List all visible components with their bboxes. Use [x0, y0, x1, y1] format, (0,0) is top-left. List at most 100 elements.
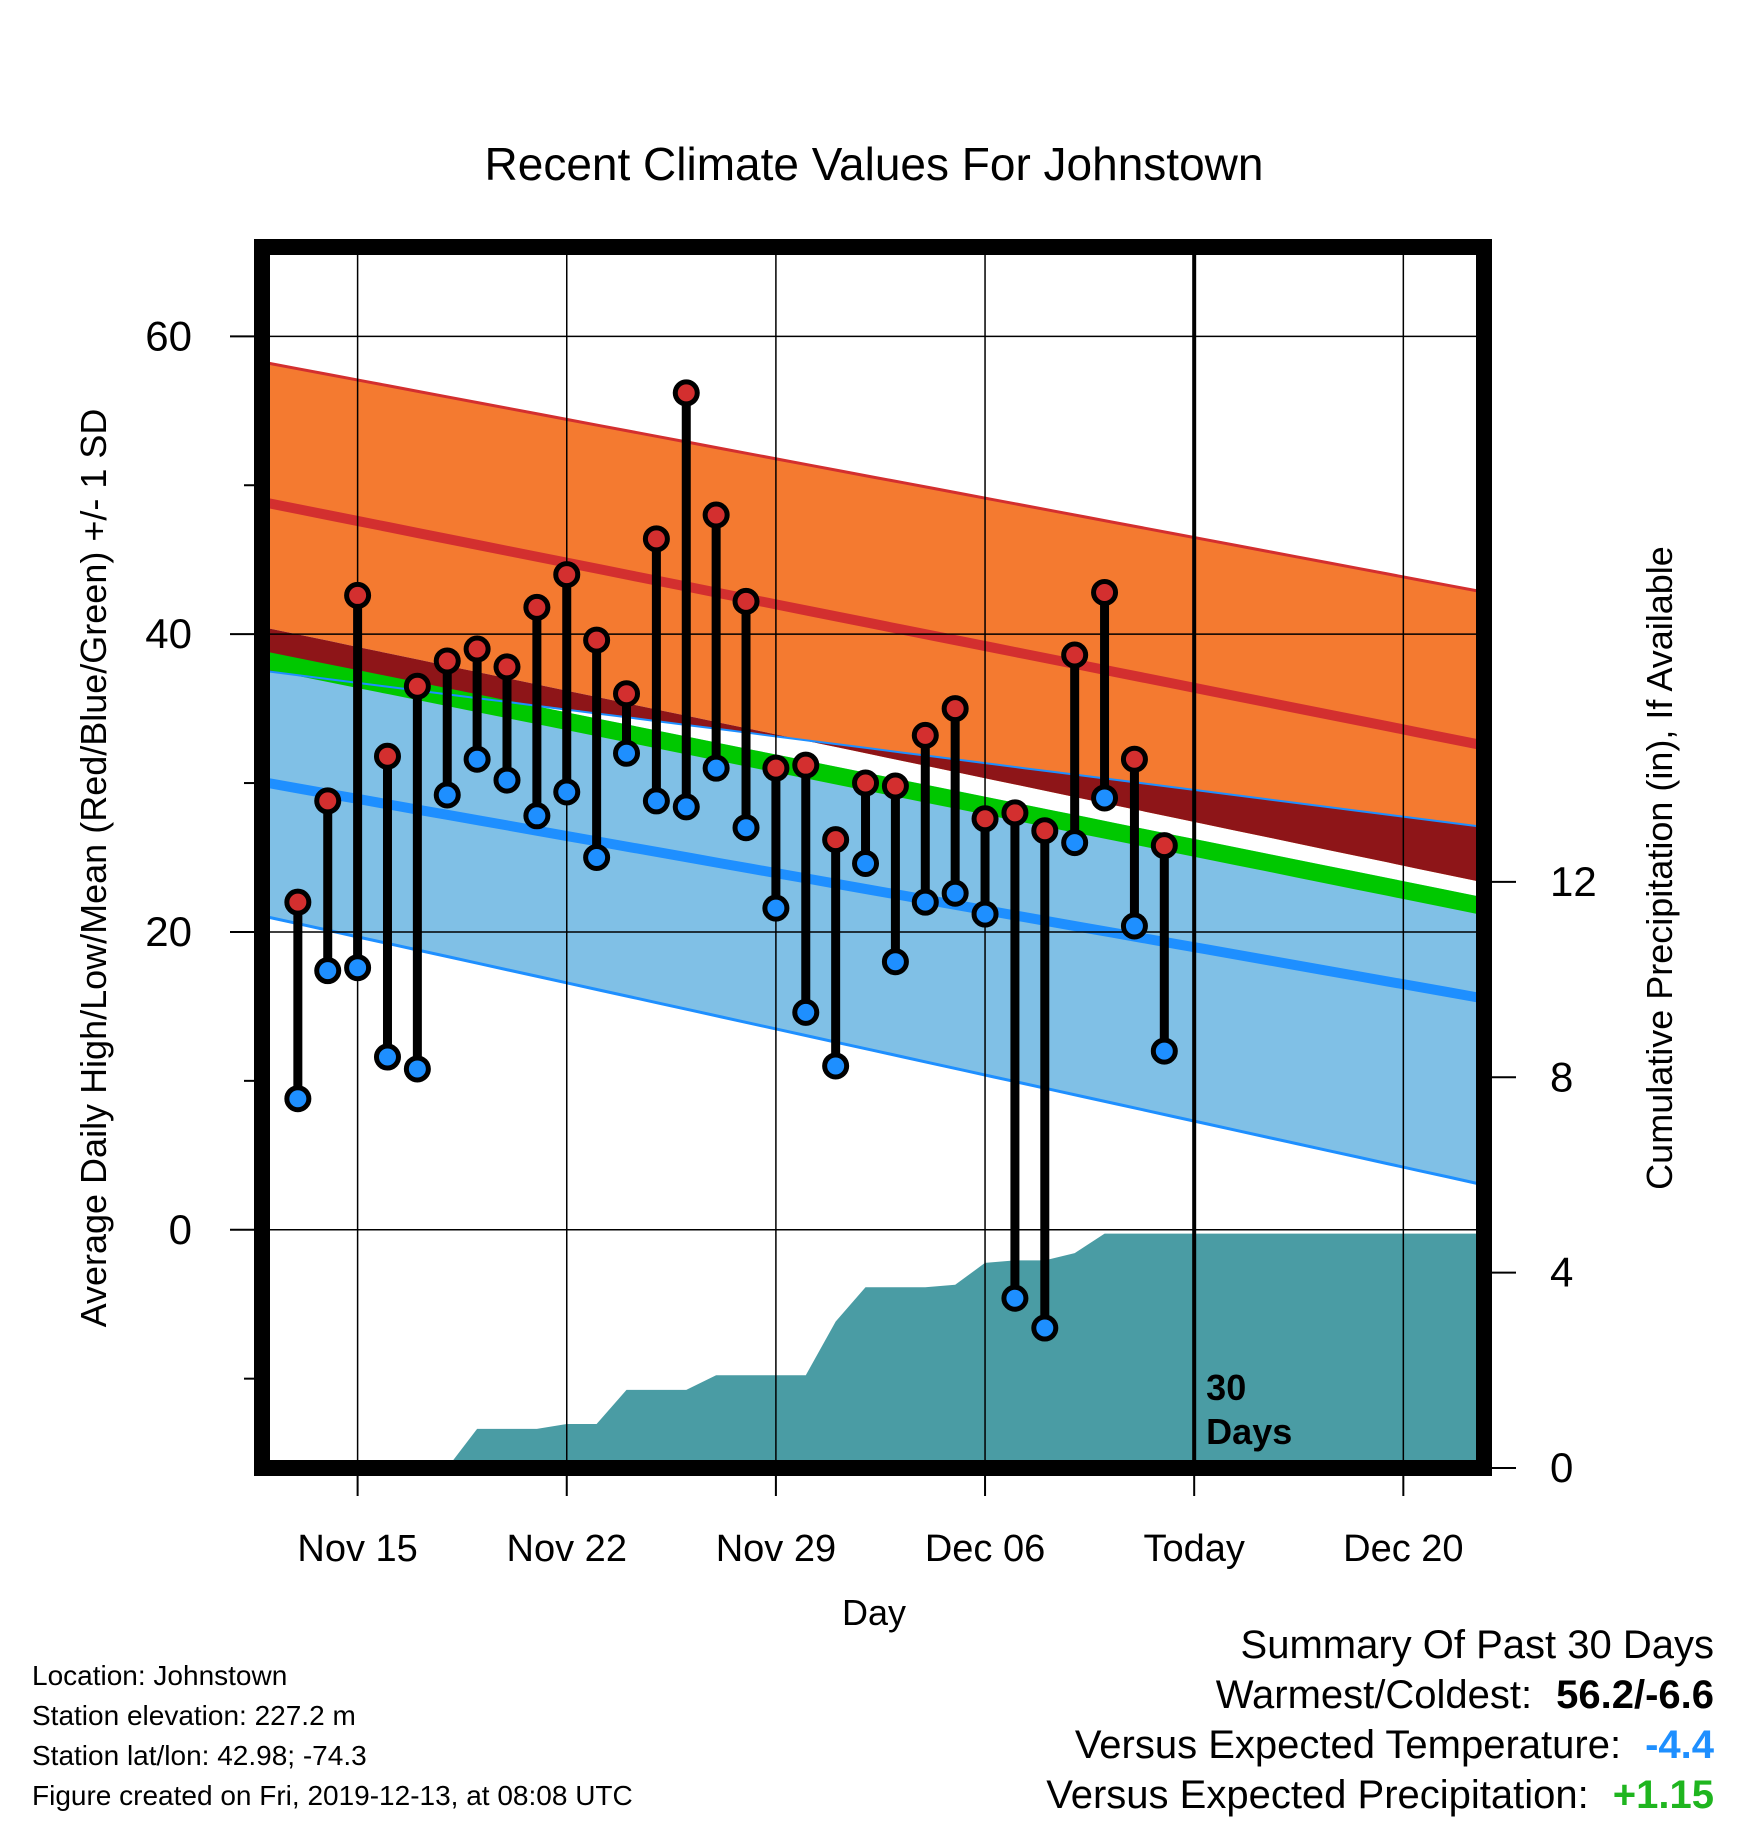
y2-tick-label: 12	[1550, 858, 1597, 905]
y-tick-label: 0	[169, 1206, 192, 1253]
grid-lines	[262, 247, 1484, 1468]
low-point	[613, 739, 641, 767]
precip-label: Versus Expected Precipitation:	[1046, 1773, 1589, 1817]
summary-precip-row: Versus Expected Precipitation: +1.15	[1046, 1770, 1714, 1820]
high-point	[702, 501, 730, 529]
low-lower-line	[267, 915, 1479, 1186]
precip-fill	[357, 1233, 1484, 1468]
low-point	[493, 766, 521, 794]
y2-tick-label: 8	[1550, 1053, 1573, 1100]
high-point	[1150, 832, 1178, 860]
high-point	[613, 680, 641, 708]
x-tick-label: Nov 22	[507, 1528, 627, 1570]
high-point	[881, 772, 909, 800]
high-point	[523, 593, 551, 621]
low-point	[463, 745, 491, 773]
high-point	[583, 626, 611, 654]
low-point	[1120, 912, 1148, 940]
today-days-label: 30 Days	[1206, 1367, 1292, 1452]
daily-range-stems	[293, 392, 1169, 1329]
high-point	[373, 742, 401, 770]
y-axis: 0 20 40 60	[145, 312, 254, 1380]
high-point	[732, 587, 760, 615]
high-point	[553, 561, 581, 589]
low-mean-line	[267, 778, 1479, 1003]
daily-points	[284, 379, 1178, 1342]
warmest-coldest-label: Warmest/Coldest:	[1215, 1673, 1533, 1717]
low-point	[1001, 1284, 1029, 1312]
low-point	[284, 1085, 312, 1113]
precipitation-area	[357, 1233, 1484, 1468]
low-upper-line	[267, 670, 1479, 828]
footer-info: Location: Johnstown Station elevation: 2…	[32, 1656, 633, 1816]
today-label-line: Days	[1206, 1411, 1292, 1452]
y-tick-label: 60	[145, 312, 192, 359]
y2-axis: 0 4 8 12	[1492, 858, 1597, 1491]
low-point	[1061, 829, 1089, 857]
low-point	[1150, 1037, 1178, 1065]
low-point	[373, 1043, 401, 1071]
low-point	[852, 849, 880, 877]
low-point	[433, 781, 461, 809]
temp-label: Versus Expected Temperature:	[1074, 1723, 1622, 1767]
high-point	[284, 888, 312, 916]
high-point	[344, 581, 372, 609]
y-axis-label: Average Daily High/Low/Mean (Red/Blue/Gr…	[73, 409, 114, 1328]
summary-temp-row: Versus Expected Temperature: -4.4	[1046, 1720, 1714, 1770]
low-point	[523, 802, 551, 830]
footer-elevation: Station elevation: 227.2 m	[32, 1700, 356, 1731]
x-axis: Nov 15 Nov 22 Nov 29 Dec 06 Today Dec 20	[297, 1476, 1464, 1570]
high-point	[852, 769, 880, 797]
high-point	[493, 653, 521, 681]
high-point	[911, 721, 939, 749]
low-point	[403, 1055, 431, 1083]
low-point	[672, 793, 700, 821]
y2-tick-label: 4	[1550, 1249, 1573, 1296]
high-point	[1031, 817, 1059, 845]
high-point	[314, 787, 342, 815]
high-point	[403, 672, 431, 700]
low-point	[732, 814, 760, 842]
x-axis-label: Day	[842, 1592, 906, 1633]
high-point	[1120, 745, 1148, 773]
low-point	[344, 954, 372, 982]
high-mean-line	[267, 498, 1479, 750]
chart-title: Recent Climate Values For Johnstown	[485, 138, 1264, 190]
high-point	[941, 695, 969, 723]
low-point	[314, 957, 342, 985]
low-point	[941, 879, 969, 907]
y-tick-label: 20	[145, 908, 192, 955]
footer-location: Location: Johnstown	[32, 1660, 288, 1691]
x-tick-label: Nov 15	[297, 1528, 417, 1570]
overlap-band	[268, 628, 1478, 882]
x-tick-label: Dec 06	[925, 1528, 1045, 1570]
high-point	[463, 635, 491, 663]
footer-latlon: Station lat/lon: 42.98; -74.3	[32, 1740, 367, 1771]
y2-axis-label: Cumulative Precipitation (in), If Availa…	[1639, 546, 1680, 1190]
high-point	[1061, 641, 1089, 669]
summary-warmest-row: Warmest/Coldest: 56.2/-6.6	[1046, 1670, 1714, 1720]
high-upper-line	[267, 361, 1479, 593]
low-point	[971, 900, 999, 928]
x-tick-label: Nov 29	[716, 1528, 836, 1570]
low-point	[792, 998, 820, 1026]
precip-value: +1.15	[1612, 1773, 1714, 1817]
low-point	[553, 778, 581, 806]
high-point	[433, 647, 461, 675]
y2-tick-label: 0	[1550, 1444, 1573, 1491]
warmest-coldest-value: 56.2/-6.6	[1556, 1673, 1714, 1717]
low-point	[911, 888, 939, 916]
high-point	[672, 379, 700, 407]
temp-value: -4.4	[1645, 1723, 1714, 1767]
high-point	[971, 805, 999, 833]
summary-panel: Summary Of Past 30 Days Warmest/Coldest:…	[1046, 1620, 1714, 1820]
high-point	[792, 751, 820, 779]
x-tick-label: Today	[1143, 1528, 1244, 1570]
high-point	[642, 525, 670, 553]
low-point	[881, 948, 909, 976]
high-point	[1091, 578, 1119, 606]
low-point	[822, 1052, 850, 1080]
low-point	[762, 894, 790, 922]
footer-created: Figure created on Fri, 2019-12-13, at 08…	[32, 1780, 633, 1811]
